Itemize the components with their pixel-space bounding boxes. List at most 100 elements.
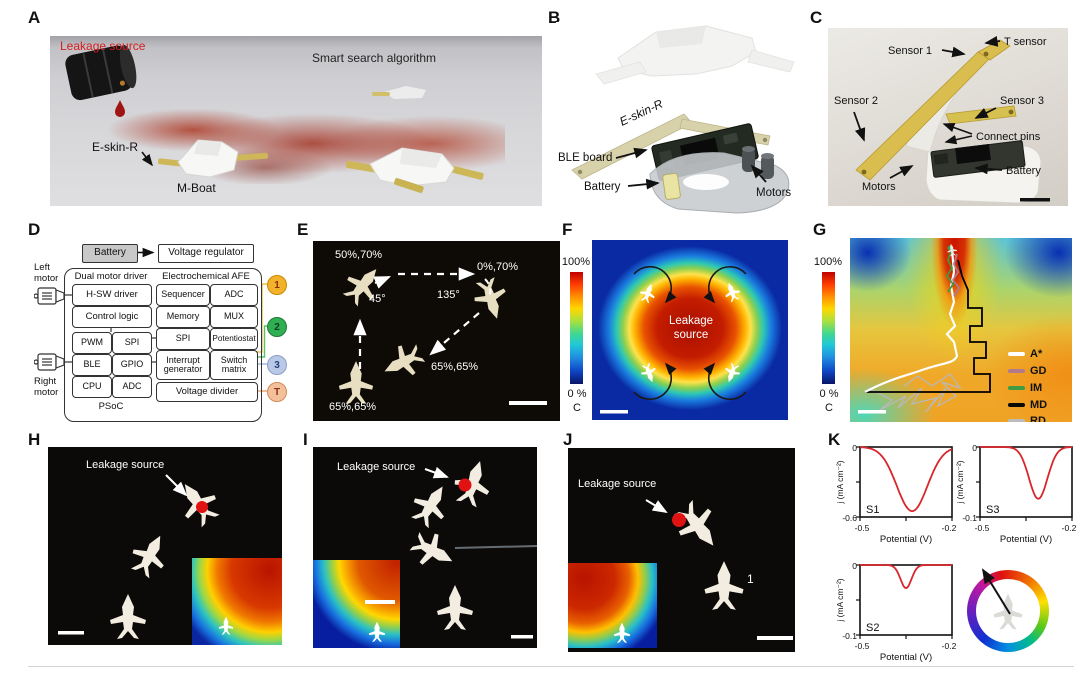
panel-j-inset <box>568 563 657 648</box>
panel-g-heatmap: A* GD IM MD RD <box>850 238 1072 422</box>
boat-e4 <box>338 361 374 404</box>
s3-ytick-0: 0 <box>972 443 977 453</box>
psoc-label: PSoC <box>98 401 124 412</box>
s1-xtick-right: -0.2 <box>942 523 956 533</box>
psoc-outer-box <box>64 268 262 422</box>
s2-title: S2 <box>866 622 879 634</box>
trajectory-astar <box>864 249 959 393</box>
left-motor-label-2: motor <box>34 273 59 284</box>
connect-pins-label: Connect pins <box>976 131 1041 143</box>
panel-label-e: E <box>297 220 309 239</box>
cbar-g-unit: C <box>825 402 833 414</box>
speed-label-mid: 65%,65% <box>431 361 479 373</box>
boat-e3 <box>377 338 428 386</box>
panel-c-photo: T sensor Sensor 1 Sensor 2 Sensor 3 Conn… <box>828 28 1068 206</box>
boat-f-ne <box>721 280 743 304</box>
scale-bar-g <box>858 410 886 414</box>
rot-arrow-se <box>703 362 747 401</box>
panel-d-diagram: Battery Voltage regulator Dual motor dri… <box>34 236 304 422</box>
motors-label-c: Motors <box>862 181 896 193</box>
s1-xtick-left: -0.5 <box>855 523 870 533</box>
leak-arrow-h <box>165 474 188 497</box>
leak-dot-h <box>196 501 208 513</box>
afe-spi: SPI <box>156 328 210 350</box>
cbar-f-bottom: 0 % <box>567 388 587 400</box>
panel-label-j: J <box>563 430 573 449</box>
connect-pins-arrow-2 <box>944 134 973 145</box>
afe-adc: ADC <box>210 284 258 306</box>
hsw-driver-block: H-SW driver <box>72 284 152 306</box>
dual-motor-driver-title: Dual motor driver <box>74 271 148 282</box>
second-boat-hull <box>345 147 484 193</box>
colorbar-f <box>570 272 583 384</box>
panel-b-graphics: E-skin-R BLE board Battery Motors <box>558 25 795 214</box>
t-sensor-arrow <box>984 35 1001 47</box>
legend-astar-label: A* <box>1030 348 1043 360</box>
legend-md: MD <box>1008 399 1047 411</box>
speed-label-top-right: 0%,70% <box>477 261 518 273</box>
motors-arrow <box>750 164 767 183</box>
legend-astar: A* <box>1008 348 1042 360</box>
leakage-source-j: Leakage source <box>578 478 657 490</box>
s3-ytick-min: -0.1 <box>962 513 977 523</box>
sensor3-arrow <box>974 107 997 119</box>
legend-rd-label: RD <box>1030 415 1046 422</box>
legend-rd-swatch <box>1008 419 1025 422</box>
panel-label-a: A <box>28 8 41 27</box>
panel-c-graphics: T sensor Sensor 1 Sensor 2 Sensor 3 Conn… <box>834 35 1050 204</box>
panel-h-photo: Leakage source <box>48 447 282 645</box>
panel-label-c: C <box>810 8 823 27</box>
cbar-f-unit: C <box>573 402 581 414</box>
battery-arrow <box>627 178 660 190</box>
turn-arrow-45 <box>373 275 392 289</box>
right-motor-label-2: motor <box>34 387 59 398</box>
psoc-pwm: PWM <box>72 332 112 354</box>
cbar-g-top: 100% <box>813 256 843 268</box>
port1-wire <box>256 283 267 353</box>
boat-f-nw <box>637 281 659 305</box>
scale-bar-i <box>511 635 533 639</box>
leakage-source-i: Leakage source <box>337 461 416 473</box>
port-1-label: 1 <box>274 279 280 291</box>
boat-h1 <box>170 473 226 532</box>
boat-h2 <box>125 527 176 582</box>
battery-label-c: Battery <box>1006 165 1041 177</box>
left-motor-icon <box>34 287 65 305</box>
voltage-regulator-block: Voltage regulator <box>158 244 254 263</box>
trajectory-md <box>865 259 991 393</box>
sensor2-arrow <box>853 111 866 142</box>
afe-sequencer: Sequencer <box>156 284 210 306</box>
scale-bar-c <box>1020 198 1050 202</box>
trajectory-gd <box>951 253 961 297</box>
color-wheel-overlay <box>981 568 1023 630</box>
s2-ytick-0: 0 <box>852 561 857 571</box>
s3-xtick-left: -0.5 <box>975 523 990 533</box>
s1-xlabel: Potential (V) <box>880 534 932 545</box>
scale-bar-f <box>600 410 628 414</box>
speed-label-bottom: 65%,65% <box>329 401 377 413</box>
boat-i4 <box>437 585 473 630</box>
rot-arrow-sw <box>633 362 677 401</box>
s1-ylabel: j (mA cm⁻²) <box>836 460 845 504</box>
boat-h3 <box>110 594 146 639</box>
s3-title: S3 <box>986 504 999 516</box>
plot-s2: 0 -0.1 -0.5 -0.2 Potential (V) j (mA cm⁻… <box>836 561 956 663</box>
afe-mux: MUX <box>210 306 258 328</box>
pcb <box>930 140 1026 178</box>
psoc-ble: BLE <box>72 354 112 376</box>
leak-drop <box>115 100 125 117</box>
dosing-tube <box>454 545 537 549</box>
angle-45-label: 45° <box>369 293 386 305</box>
right-motor-label-1: Right <box>34 376 57 387</box>
afe-interrupt-generator: Interrupt generator <box>156 350 210 380</box>
leak-arrow-i <box>424 466 449 479</box>
s2-xtick-left: -0.5 <box>855 641 870 651</box>
panel-a-graphics <box>65 45 484 193</box>
port-t: T <box>267 382 287 402</box>
battery-part-label: Battery <box>584 181 621 193</box>
panel-i-inset <box>313 560 400 648</box>
trajectory-rd <box>867 373 962 413</box>
plot-s1: 0 -0.6 -0.5 -0.2 Potential (V) j (mA cm⁻… <box>836 443 956 545</box>
legend-gd: GD <box>1008 365 1047 377</box>
boat-deck <box>595 25 795 85</box>
